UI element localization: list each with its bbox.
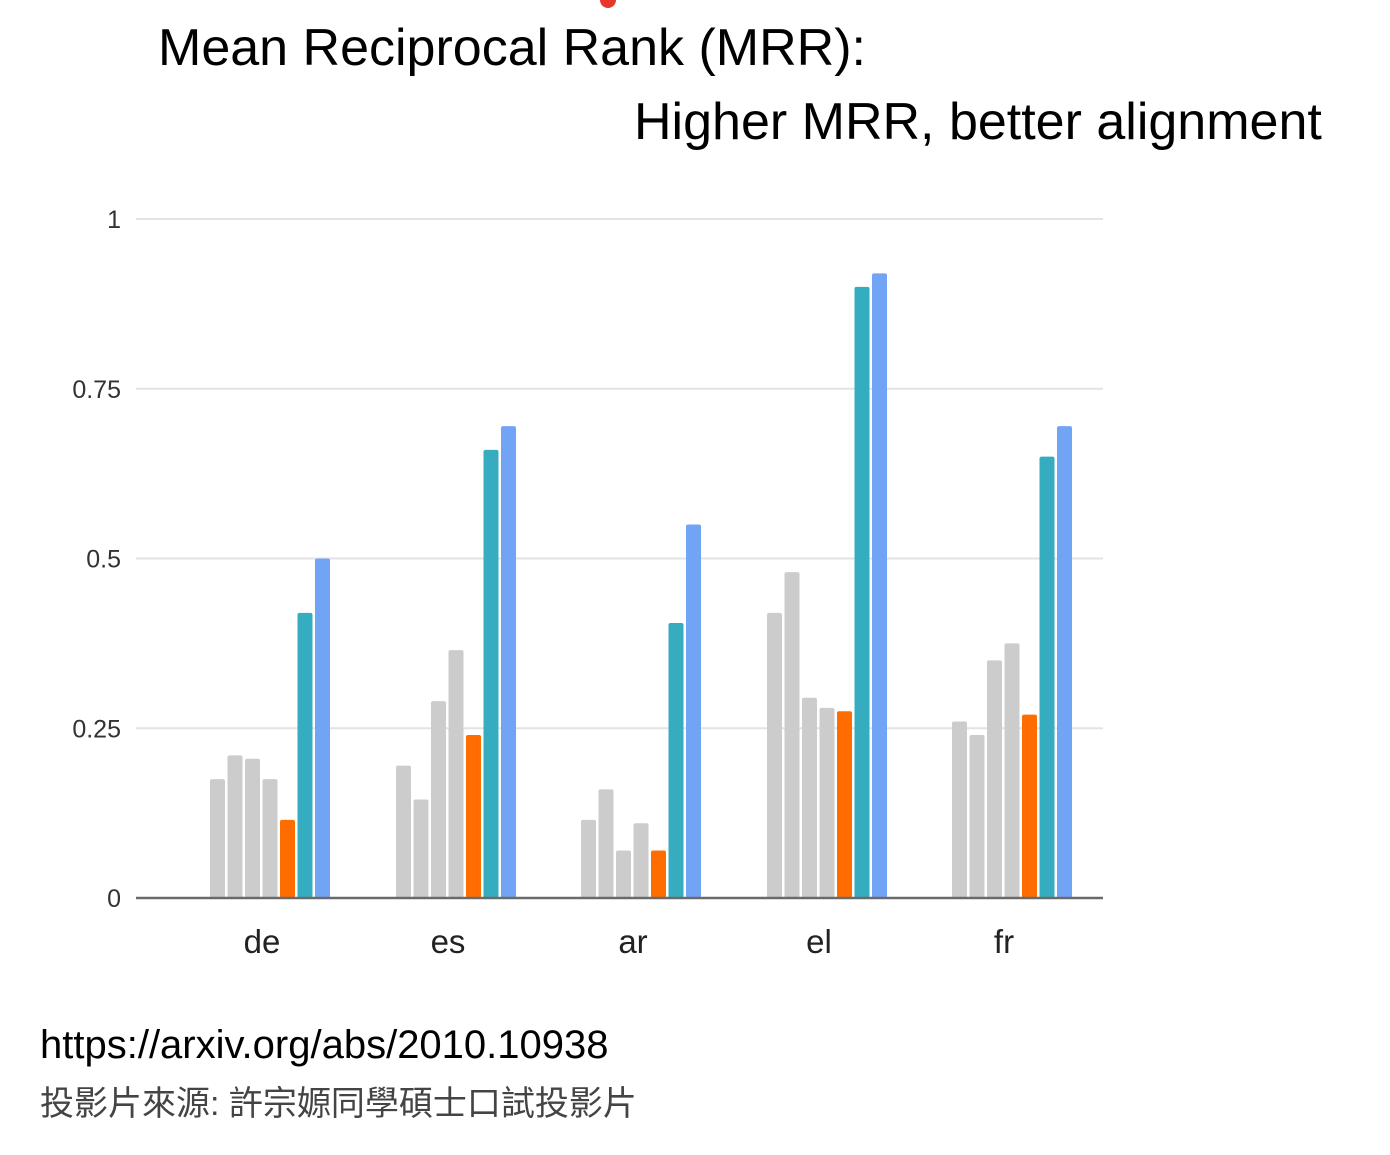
gridlines (136, 218, 1103, 730)
bar-el-series-1 (767, 612, 782, 898)
bar-ar-series-6 (668, 623, 684, 898)
mrr-bar-chart: 0 0.25 0.5 0.75 1 de es ar el fr (72, 206, 1103, 960)
bar-es-series-5 (466, 735, 481, 898)
chart-subtitle: Higher MRR, better alignment (634, 93, 1322, 151)
slide-credit: 投影片來源: 許宗嫄同學碩士口試投影片 (40, 1085, 637, 1123)
y-tick-label-3: 0.75 (72, 376, 121, 404)
bar-fr-series-2 (969, 735, 985, 898)
bar-es-series-1 (396, 765, 411, 898)
bar-es-series-6 (483, 449, 499, 898)
bar-fr-series-7 (1057, 426, 1072, 898)
x-category-label-ar: ar (618, 923, 647, 960)
y-tick-label-0: 0 (107, 885, 121, 913)
bar-ar-series-3 (616, 850, 631, 898)
cursor-dot (600, 0, 616, 8)
bar-el-series-5 (837, 711, 852, 898)
bar-de-series-3 (245, 758, 260, 898)
bar-el-series-2 (784, 572, 800, 898)
x-category-label-es: es (431, 923, 466, 960)
bar-ar-series-7 (686, 524, 701, 898)
bars (210, 273, 1072, 898)
bar-el-series-4 (819, 707, 835, 898)
bar-el-series-3 (802, 697, 817, 898)
bar-el-series-6 (854, 286, 870, 898)
bar-ar-series-1 (581, 819, 596, 898)
source-url[interactable]: https://arxiv.org/abs/2010.10938 (40, 1023, 609, 1067)
x-category-label-fr: fr (994, 923, 1014, 960)
bar-ar-series-5 (651, 850, 666, 898)
bar-de-series-5 (280, 819, 295, 898)
bar-de-series-4 (262, 779, 278, 898)
bar-es-series-4 (448, 650, 464, 898)
bar-de-series-6 (297, 612, 313, 898)
y-tick-label-2: 0.5 (86, 546, 121, 574)
bar-fr-series-4 (1004, 643, 1020, 898)
bar-es-series-2 (413, 799, 429, 898)
labels: 0 0.25 0.5 0.75 1 de es ar el fr (72, 206, 1014, 960)
bar-de-series-7 (315, 558, 330, 898)
bar-el-series-7 (872, 273, 887, 898)
bar-de-series-1 (210, 779, 225, 898)
bar-ar-series-4 (633, 823, 649, 898)
bar-ar-series-2 (598, 789, 614, 898)
bar-es-series-7 (501, 426, 516, 898)
x-category-label-el: el (806, 923, 832, 960)
y-tick-label-4: 1 (107, 206, 121, 234)
chart-title: Mean Reciprocal Rank (MRR): (158, 19, 866, 77)
bar-fr-series-1 (952, 721, 967, 898)
bar-fr-series-6 (1039, 456, 1055, 898)
y-tick-label-1: 0.25 (72, 715, 121, 743)
x-category-label-de: de (244, 923, 281, 960)
bar-fr-series-5 (1022, 714, 1037, 898)
bar-fr-series-3 (987, 660, 1002, 898)
bar-de-series-2 (227, 755, 243, 898)
bar-es-series-3 (431, 701, 446, 898)
